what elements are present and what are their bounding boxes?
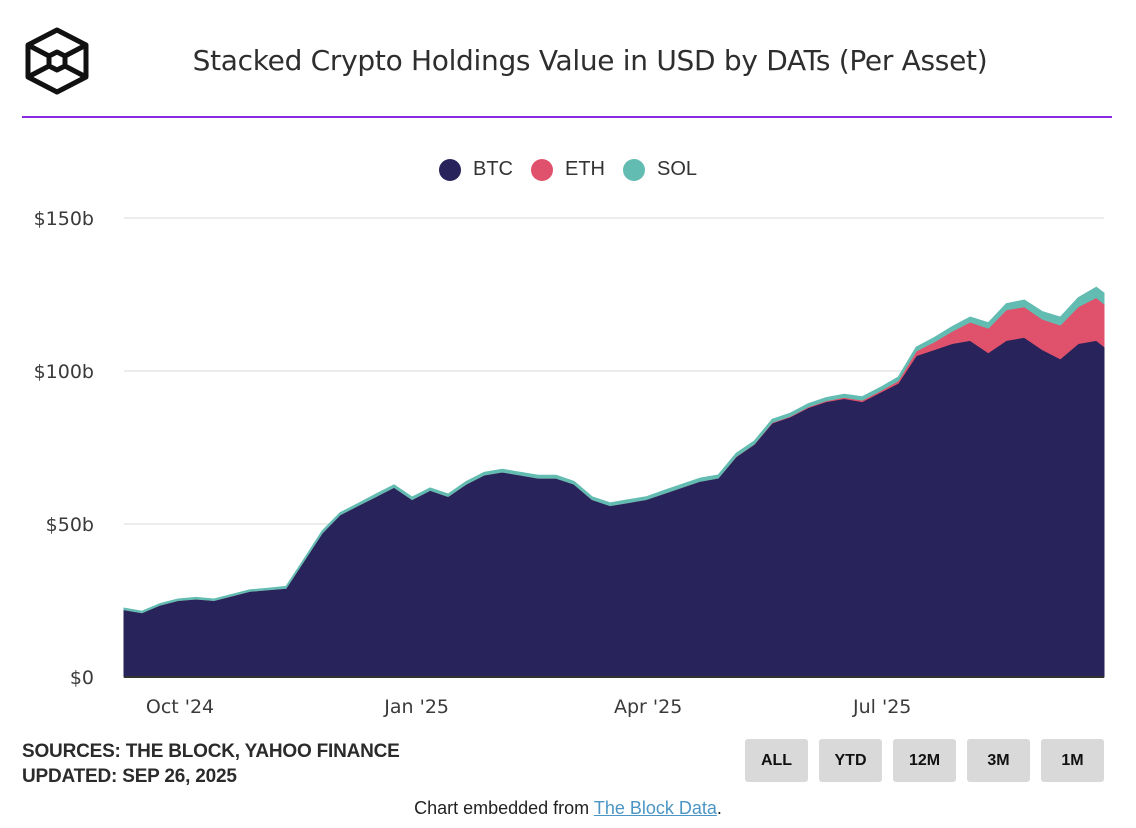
y-tick-label: $0 xyxy=(70,667,94,689)
x-tick-label: Jan '25 xyxy=(383,696,449,718)
legend-dot-sol xyxy=(622,158,645,181)
legend-item-btc[interactable]: BTC xyxy=(438,158,513,181)
y-axis: $0 $50b $100b $150b xyxy=(34,208,94,689)
title-divider xyxy=(22,116,1112,118)
range-button-3m[interactable]: 3M xyxy=(967,739,1030,782)
embed-prefix: Chart embedded from xyxy=(414,798,594,818)
range-selector: ALL YTD 12M 3M 1M xyxy=(745,739,1104,782)
x-axis: Oct '24 Jan '25 Apr '25 Jul '25 xyxy=(124,676,1104,718)
the-block-data-link[interactable]: The Block Data xyxy=(593,798,717,818)
chart-sources: SOURCES: THE BLOCK, YAHOO FINANCE UPDATE… xyxy=(22,739,400,789)
area-btc[interactable] xyxy=(123,336,1105,678)
range-button-ytd[interactable]: YTD xyxy=(819,739,882,782)
updated-text: UPDATED: SEP 26, 2025 xyxy=(22,766,237,787)
range-button-all[interactable]: ALL xyxy=(745,739,808,782)
stacked-area-chart: $0 $50b $100b $150b Oct '24 Jan '25 Apr '25 Ju… xyxy=(34,208,1105,718)
series-areas xyxy=(123,286,1105,678)
legend-item-sol[interactable]: SOL xyxy=(622,158,698,181)
y-tick-label: $150b xyxy=(34,208,94,230)
legend-dot-btc xyxy=(438,158,461,181)
legend-label-btc: BTC xyxy=(472,158,513,180)
legend-item-eth[interactable]: ETH xyxy=(530,158,605,181)
y-tick-label: $50b xyxy=(46,514,94,536)
x-tick-label: Apr '25 xyxy=(614,696,682,718)
x-tick-label: Oct '24 xyxy=(146,696,214,718)
range-button-12m[interactable]: 12M xyxy=(893,739,956,782)
legend-label-sol: SOL xyxy=(656,158,698,180)
x-tick-label: Jul '25 xyxy=(852,696,911,718)
the-block-cube-logo-icon xyxy=(25,27,89,95)
legend-dot-eth xyxy=(530,158,553,181)
y-tick-label: $100b xyxy=(34,361,94,383)
embed-credit: Chart embedded from The Block Data. xyxy=(0,798,1136,819)
embed-suffix: . xyxy=(716,798,722,818)
area-sol[interactable] xyxy=(123,286,1105,614)
chart-legend: BTC ETH SOL xyxy=(0,158,1136,181)
chart-title: Stacked Crypto Holdings Value in USD by … xyxy=(192,44,988,77)
sources-text: SOURCES: THE BLOCK, YAHOO FINANCE xyxy=(22,741,400,762)
range-button-1m[interactable]: 1M xyxy=(1041,739,1104,782)
legend-label-eth: ETH xyxy=(564,158,605,180)
